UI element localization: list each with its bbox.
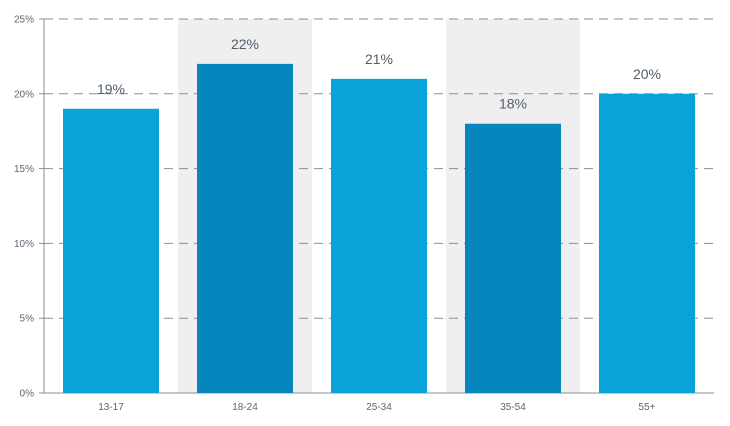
bar-55+: [599, 93, 695, 394]
bar-13-17: [63, 108, 159, 393]
y-tick-label: 25%: [14, 15, 34, 26]
data-label: 18%: [499, 96, 527, 112]
x-tick-label: 13-17: [98, 402, 124, 413]
y-tick-label: 20%: [14, 89, 34, 100]
x-tick-label: 35-54: [500, 402, 526, 413]
x-tick-label: 18-24: [232, 402, 258, 413]
data-label: 22%: [231, 36, 259, 52]
y-tick-label: 15%: [14, 164, 34, 175]
bars: [63, 63, 695, 394]
x-tick-label: 25-34: [366, 402, 392, 413]
x-tick-label: 55+: [639, 402, 656, 413]
bar-18-24: [197, 63, 293, 393]
data-label: 19%: [97, 81, 125, 97]
y-tick-labels: 0% 5% 10% 15% 20% 25%: [14, 15, 34, 400]
x-tick-labels: 13-17 18-24 25-34 35-54 55+: [98, 402, 655, 413]
bar-25-34: [331, 78, 427, 393]
y-tick-label: 10%: [14, 239, 34, 250]
data-label: 20%: [633, 66, 661, 82]
bar-35-54: [465, 123, 561, 393]
data-labels: 19% 22% 21% 18% 20%: [97, 36, 661, 112]
data-label: 21%: [365, 51, 393, 67]
y-tick-label: 0%: [20, 389, 35, 400]
y-tick-label: 5%: [20, 314, 35, 325]
